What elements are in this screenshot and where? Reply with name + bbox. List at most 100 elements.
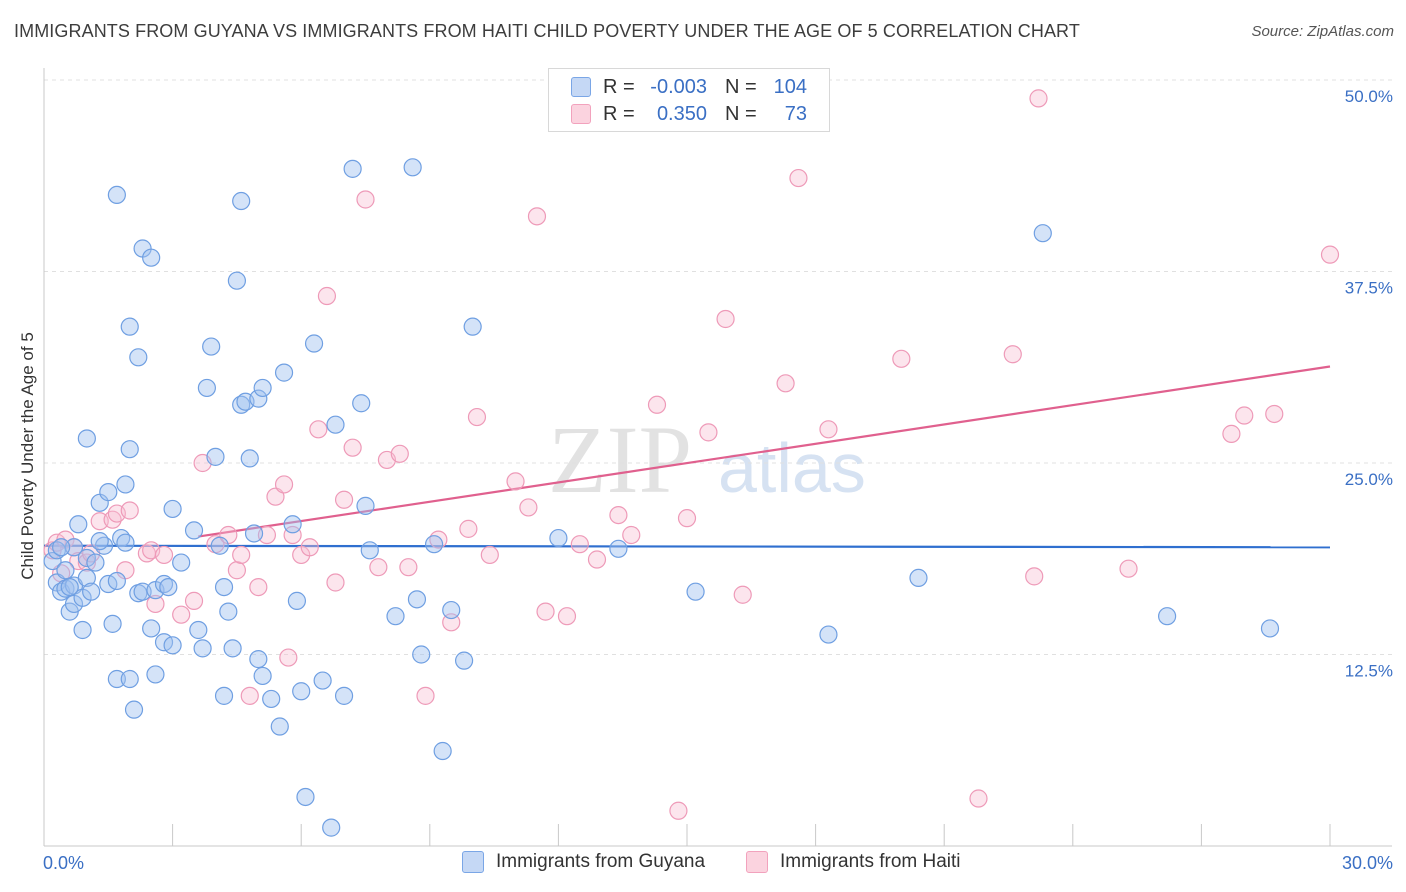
y-tick-label: 37.5% bbox=[1345, 279, 1393, 298]
n-value: 73 bbox=[784, 102, 807, 125]
y-tick-label: 50.0% bbox=[1345, 87, 1393, 106]
guyana-point bbox=[407, 590, 427, 609]
haiti-trend-line bbox=[198, 365, 1331, 538]
guyana-point bbox=[240, 449, 259, 468]
guyana-point bbox=[77, 429, 96, 448]
guyana-point bbox=[223, 639, 242, 658]
haiti-point bbox=[300, 538, 319, 557]
guyana-point bbox=[202, 337, 221, 356]
guyana-point bbox=[334, 686, 354, 705]
source-label: Source: ZipAtlas.com bbox=[1251, 23, 1394, 40]
haiti-point bbox=[1265, 404, 1284, 424]
haiti-point bbox=[1320, 245, 1340, 264]
guyana-point bbox=[403, 158, 422, 177]
haiti-point bbox=[154, 545, 174, 565]
haiti-point bbox=[480, 545, 499, 565]
guyana-point bbox=[60, 577, 79, 597]
guyana-point bbox=[86, 553, 105, 572]
haiti-point bbox=[459, 519, 478, 538]
guyana-point bbox=[73, 620, 92, 640]
haiti-point bbox=[232, 545, 251, 565]
guyana-point bbox=[287, 591, 307, 610]
guyana-point bbox=[120, 440, 139, 459]
n-label: N = bbox=[725, 102, 757, 125]
guyana-point bbox=[64, 538, 84, 557]
legend-row-haiti: R = 0.350 N = 73 bbox=[571, 102, 807, 126]
haiti-point bbox=[309, 420, 328, 439]
correlation-legend: R = -0.003 N = 104 R = 0.350 N = 73 bbox=[548, 68, 830, 132]
x-tick-label-min: 0.0% bbox=[43, 853, 84, 873]
guyana-point bbox=[163, 499, 182, 519]
haiti-point bbox=[334, 490, 354, 509]
guyana-point bbox=[120, 669, 139, 689]
guyana-point bbox=[159, 577, 178, 597]
gridlines bbox=[44, 79, 1392, 655]
haiti-point bbox=[326, 573, 345, 592]
guyana-point bbox=[386, 607, 405, 626]
y-tick-labels: 12.5% 25.0% 37.5% 50.0% 0.0% 30.0% bbox=[43, 87, 1393, 873]
haiti-point bbox=[677, 509, 697, 528]
haiti-point bbox=[416, 686, 435, 705]
guyana-point bbox=[343, 159, 362, 178]
guyana-point bbox=[82, 582, 101, 601]
guyana-point bbox=[412, 645, 431, 664]
guyana-point bbox=[43, 551, 62, 571]
guyana-point bbox=[686, 582, 705, 601]
haiti-point bbox=[120, 501, 139, 520]
guyana-point bbox=[77, 568, 96, 588]
haiti-point bbox=[969, 789, 988, 808]
haiti-point bbox=[184, 591, 204, 610]
haiti-point bbox=[172, 605, 191, 624]
haiti-point bbox=[622, 525, 641, 545]
haiti-point bbox=[699, 423, 718, 442]
guyana-point bbox=[454, 651, 474, 670]
guyana-point bbox=[304, 334, 324, 353]
guyana-point bbox=[352, 394, 371, 413]
guyana-point bbox=[1158, 607, 1177, 626]
guyana-swatch bbox=[462, 851, 484, 873]
guyana-point bbox=[56, 561, 75, 580]
guyana-point bbox=[322, 818, 341, 837]
haiti-point bbox=[527, 207, 547, 226]
haiti-point bbox=[733, 585, 752, 604]
haiti-point bbox=[146, 594, 165, 614]
watermark-zip: ZIP bbox=[548, 406, 692, 513]
guyana-point bbox=[274, 363, 294, 382]
guyana-point bbox=[1033, 224, 1052, 243]
legend-label-guyana: Immigrants from Guyana bbox=[496, 851, 706, 872]
haiti-point bbox=[819, 420, 838, 439]
guyana-point bbox=[52, 538, 71, 557]
guyana-point bbox=[249, 389, 268, 408]
guyana-point bbox=[99, 483, 118, 502]
haiti-point bbox=[1029, 89, 1048, 108]
haiti-point bbox=[570, 535, 589, 554]
guyana-point bbox=[609, 539, 628, 558]
haiti-point bbox=[369, 558, 388, 577]
guyana-point bbox=[90, 532, 109, 551]
guyana-point bbox=[909, 568, 928, 588]
guyana-point bbox=[253, 378, 272, 398]
x-tick-label-max: 30.0% bbox=[1342, 853, 1393, 873]
guyana-point bbox=[244, 524, 264, 543]
haiti-swatch bbox=[746, 851, 768, 873]
guyana-point bbox=[1260, 619, 1280, 638]
guyana-point bbox=[360, 541, 379, 560]
guyana-point bbox=[124, 700, 144, 719]
trend-lines bbox=[43, 365, 1331, 549]
guyana-point bbox=[189, 620, 208, 640]
haiti-point bbox=[399, 558, 418, 577]
guyana-point bbox=[206, 447, 225, 466]
guyana-point bbox=[262, 689, 281, 709]
haiti-point bbox=[716, 309, 735, 329]
y-axis-label: Child Poverty Under the Age of 5 bbox=[18, 332, 37, 580]
guyana-point bbox=[172, 553, 191, 572]
haiti-point bbox=[1235, 406, 1254, 425]
legend-row-guyana: R = -0.003 N = 104 bbox=[571, 75, 807, 99]
guyana-point bbox=[283, 515, 302, 534]
guyana-point bbox=[184, 521, 204, 540]
haiti-point bbox=[1025, 567, 1044, 586]
r-label: R = bbox=[603, 75, 635, 98]
haiti-point bbox=[789, 168, 808, 188]
haiti-point bbox=[557, 607, 577, 626]
